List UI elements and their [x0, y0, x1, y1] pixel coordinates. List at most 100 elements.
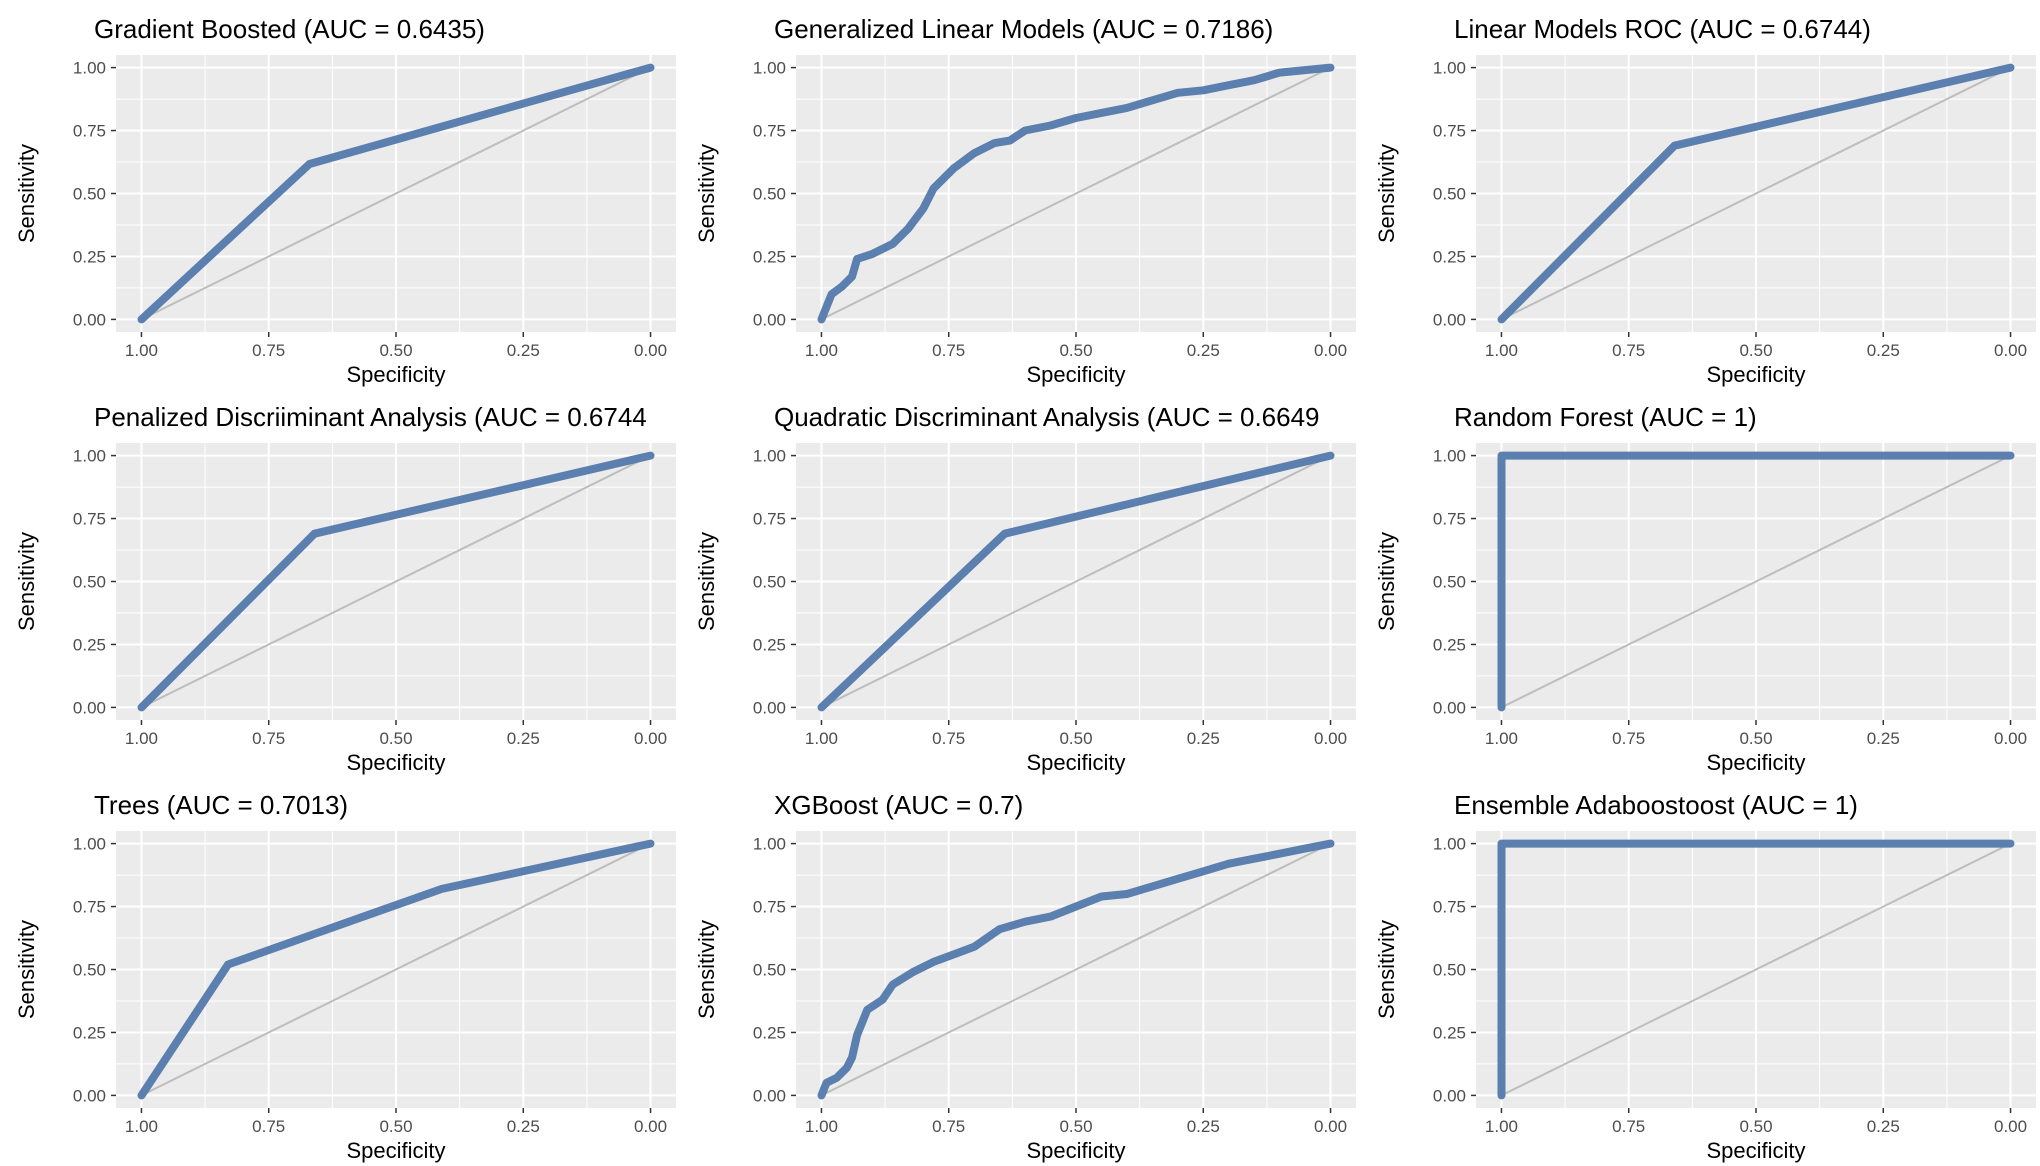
roc-chart-8: 1.00 0.75 0.50 0.25 0.00 0.00 0.25 0.50 0.75 1.00…: [694, 790, 1356, 1163]
chart-title: XGBoost (AUC = 0.7): [774, 790, 1023, 820]
chart-title: Trees (AUC = 0.7013): [94, 790, 348, 820]
y-tick-label: 0.75: [1433, 122, 1466, 141]
x-tick-label: 0.50: [379, 341, 412, 360]
y-tick-label: 0.00: [1433, 310, 1466, 329]
y-tick-label: 0.75: [1433, 510, 1466, 529]
y-tick-label: 0.75: [753, 510, 786, 529]
x-tick-label: 0.50: [379, 729, 412, 748]
chart-title: Generalized Linear Models (AUC = 0.7186): [774, 14, 1273, 44]
x-tick-label: 0.75: [1612, 1117, 1645, 1136]
x-tick-label: 0.00: [1314, 729, 1347, 748]
x-axis-label: Specificity: [346, 1138, 445, 1163]
y-tick-label: 1.00: [1433, 447, 1466, 466]
y-tick-label: 0.50: [753, 573, 786, 592]
y-tick-label: 0.75: [1433, 898, 1466, 917]
y-axis-label: Sensitivity: [14, 144, 39, 243]
x-tick-label: 1.00: [125, 341, 158, 360]
roc-curve: [817, 451, 1335, 712]
y-tick-label: 0.25: [1433, 635, 1466, 654]
x-tick-label: 0.25: [1867, 1117, 1900, 1136]
reference-diagonal: [141, 454, 651, 709]
y-tick-label: 0.00: [1433, 698, 1466, 717]
x-tick-label: 0.50: [1059, 341, 1092, 360]
x-tick-label: 0.50: [1739, 1117, 1772, 1136]
y-tick-label: 0.25: [753, 247, 786, 266]
x-tick-label: 0.50: [1059, 729, 1092, 748]
x-tick-label: 1.00: [125, 1117, 158, 1136]
x-axis-label: Specificity: [1706, 750, 1805, 775]
x-tick-label: 0.75: [932, 729, 965, 748]
y-tick-label: 0.00: [753, 1086, 786, 1105]
y-tick-label: 0.00: [1433, 1086, 1466, 1105]
roc-curve: [137, 839, 655, 1100]
x-tick-label: 0.75: [932, 341, 965, 360]
y-tick-label: 1.00: [73, 835, 106, 854]
x-axis-label: Specificity: [346, 362, 445, 387]
y-axis-label: Sensitivity: [1374, 532, 1399, 631]
reference-diagonal: [141, 842, 651, 1097]
x-tick-label: 1.00: [1485, 729, 1518, 748]
y-tick-label: 0.50: [753, 185, 786, 204]
y-axis-label: Sensitivity: [694, 144, 719, 243]
y-tick-label: 1.00: [753, 835, 786, 854]
chart-title: Ensemble Adaboostoost (AUC = 1): [1454, 790, 1858, 820]
y-axis-label: Sensitivity: [1374, 144, 1399, 243]
x-tick-label: 0.00: [1994, 341, 2027, 360]
x-tick-label: 0.75: [252, 341, 285, 360]
y-tick-label: 0.75: [73, 122, 106, 141]
reference-diagonal: [1501, 454, 2011, 709]
y-tick-label: 0.25: [73, 1023, 106, 1042]
y-tick-label: 0.00: [753, 310, 786, 329]
x-tick-label: 1.00: [805, 729, 838, 748]
x-tick-label: 0.50: [1739, 729, 1772, 748]
chart-title: Random Forest (AUC = 1): [1454, 402, 1757, 432]
roc-curve: [1497, 839, 2015, 1100]
x-tick-label: 0.25: [1867, 341, 1900, 360]
x-axis-label: Specificity: [1706, 362, 1805, 387]
y-axis-label: Sensitivity: [14, 532, 39, 631]
x-tick-label: 0.25: [1187, 729, 1220, 748]
roc-chart-2: 1.00 0.75 0.50 0.25 0.00 0.00 0.25 0.50 0.75 1.00…: [694, 14, 1356, 387]
x-tick-label: 0.75: [252, 729, 285, 748]
y-tick-label: 0.00: [753, 698, 786, 717]
y-tick-label: 0.75: [753, 122, 786, 141]
x-tick-label: 0.25: [1867, 729, 1900, 748]
y-tick-label: 0.25: [1433, 247, 1466, 266]
roc-curve: [137, 63, 655, 324]
y-tick-label: 0.25: [73, 247, 106, 266]
y-axis-label: Sensitivity: [694, 920, 719, 1019]
x-tick-label: 0.25: [507, 1117, 540, 1136]
x-axis-label: Specificity: [1706, 1138, 1805, 1163]
reference-diagonal: [141, 66, 651, 321]
y-tick-label: 0.75: [753, 898, 786, 917]
x-axis-label: Specificity: [1026, 1138, 1125, 1163]
y-tick-label: 0.25: [753, 635, 786, 654]
x-tick-label: 0.75: [252, 1117, 285, 1136]
y-tick-label: 1.00: [1433, 835, 1466, 854]
x-tick-label: 0.50: [379, 1117, 412, 1136]
roc-curve: [137, 451, 655, 712]
x-tick-label: 0.25: [1187, 341, 1220, 360]
y-tick-label: 0.50: [73, 185, 106, 204]
y-tick-label: 0.50: [73, 573, 106, 592]
x-tick-label: 1.00: [1485, 341, 1518, 360]
x-tick-label: 0.00: [1314, 1117, 1347, 1136]
x-tick-label: 1.00: [1485, 1117, 1518, 1136]
roc-chart-1: 1.00 0.75 0.50 0.25 0.00 0.00 0.25 0.50 0.75 1.00…: [14, 14, 676, 387]
roc-chart-3: 1.00 0.75 0.50 0.25 0.00 0.00 0.25 0.50 0.75 1.00…: [1374, 14, 2036, 387]
y-tick-label: 0.00: [73, 1086, 106, 1105]
reference-diagonal: [1501, 842, 2011, 1097]
roc-curve: [817, 63, 1335, 324]
y-tick-label: 0.50: [73, 961, 106, 980]
roc-chart-4: 1.00 0.75 0.50 0.25 0.00 0.00 0.25 0.50 0.75 1.00…: [14, 402, 676, 775]
chart-title: Linear Models ROC (AUC = 0.6744): [1454, 14, 1871, 44]
x-tick-label: 0.50: [1739, 341, 1772, 360]
x-tick-label: 0.00: [1994, 1117, 2027, 1136]
roc-chart-9: 1.00 0.75 0.50 0.25 0.00 0.00 0.25 0.50 0.75 1.00…: [1374, 790, 2036, 1163]
y-axis-label: Sensitivity: [14, 920, 39, 1019]
x-axis-label: Specificity: [1026, 750, 1125, 775]
roc-chart-5: 1.00 0.75 0.50 0.25 0.00 0.00 0.25 0.50 0.75 1.00…: [694, 402, 1356, 775]
x-tick-label: 1.00: [805, 1117, 838, 1136]
x-tick-label: 0.00: [634, 729, 667, 748]
y-tick-label: 1.00: [753, 447, 786, 466]
